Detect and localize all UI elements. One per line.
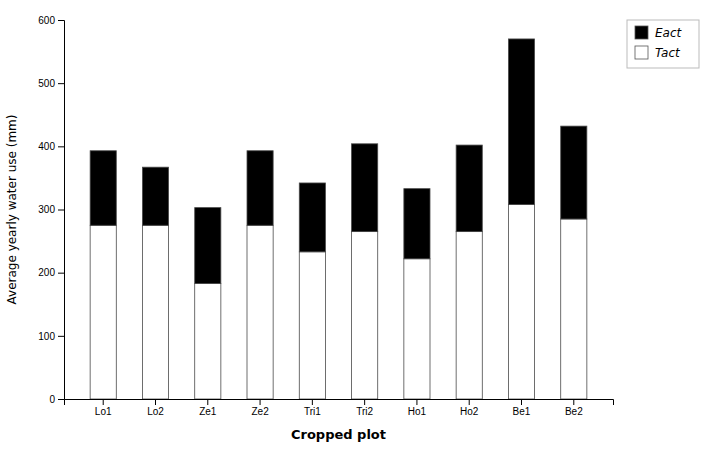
bar [404,259,430,399]
x-tick: Be1 [513,399,531,417]
bar [90,225,116,399]
y-tick-label: 200 [38,267,55,278]
y-tick-mark [58,20,64,21]
bars [90,39,587,399]
x-tick: Lo1 [95,399,112,417]
x-tick-label: Ho2 [460,406,479,417]
x-tick-label: Lo2 [147,406,164,417]
x-tick-label: Tri2 [356,406,373,417]
bar [247,225,273,399]
x-tick-label: Ze2 [251,406,269,417]
y-tick-mark [58,336,64,337]
chart: 0 100 200 300 400 500 600 Lo1 Lo2 Ze1 Ze2 Tri1 Tri2 H… [0,0,708,451]
x-tick-mark [103,399,104,405]
x-tick: Ho1 [408,399,427,417]
y-tick: 400 [38,141,64,152]
x-tick: Ze1 [199,399,217,417]
x-tick-label: Lo1 [95,406,112,417]
bar [299,252,325,399]
bar [299,183,325,252]
x-tick-mark [573,399,574,405]
x-tick-mark [155,399,156,405]
x-tick-label: Be2 [565,406,583,417]
bar [142,167,168,225]
bar [456,145,482,232]
y-tick-label: 500 [38,78,55,89]
bar-series [90,39,587,283]
x-tick: Ze2 [251,399,269,417]
bar [352,232,378,399]
x-tick: Tri1 [304,399,321,417]
y-tick: 300 [38,204,64,215]
bar-series [90,204,587,399]
y-tick-mark [58,146,64,147]
bar [142,225,168,399]
y-axis: 0 100 200 300 400 500 600 [38,15,64,405]
x-tick-label: Ze1 [199,406,217,417]
bar [90,151,116,226]
x-tick-mark [312,399,313,405]
legend-item: Eact [635,26,683,40]
x-tick-label: Tri1 [304,406,321,417]
bar [195,283,221,399]
legend-label: Eact [655,26,683,40]
x-tick: Ho2 [460,399,479,417]
bar [561,126,587,219]
x-tick-mark [416,399,417,405]
y-tick: 600 [38,15,64,26]
bar [247,151,273,226]
bar [508,39,534,204]
x-tick-mark [260,399,261,405]
x-axis-title: Cropped plot [291,427,386,442]
y-tick-mark [58,399,64,400]
x-tick-mark [469,399,470,405]
x-tick: Be2 [565,399,583,417]
bar [195,208,221,284]
bar [456,232,482,399]
legend-swatch [635,26,648,39]
x-tick-mark [207,399,208,405]
legend-swatch [635,46,648,59]
y-tick-label: 300 [38,204,55,215]
x-axis-line [65,400,614,406]
y-tick: 100 [38,331,64,342]
y-tick-mark [58,210,64,211]
plot: 0 100 200 300 400 500 600 Lo1 Lo2 Ze1 Ze2 Tri1 Tri2 H… [38,15,613,417]
y-tick: 0 [49,394,64,405]
legend: Eact Tact [627,20,699,68]
y-axis-line [58,21,65,400]
x-axis: Lo1 Lo2 Ze1 Ze2 Tri1 Tri2 Ho1 Ho2 Be1 Be2 [65,399,614,417]
x-tick-label: Be1 [513,406,531,417]
y-tick-label: 400 [38,141,55,152]
bar [508,204,534,399]
y-tick-mark [58,83,64,84]
bar [404,189,430,259]
y-tick: 500 [38,78,64,89]
legend-label: Tact [655,46,681,60]
bar [352,144,378,232]
y-tick: 200 [38,267,64,278]
y-axis-title: Average yearly water use (mm) [5,115,19,305]
x-tick-mark [521,399,522,405]
legend-frame [627,20,699,68]
x-tick-label: Ho1 [408,406,427,417]
bar [561,219,587,399]
y-tick-mark [58,273,64,274]
legend-item: Tact [635,46,681,60]
x-tick: Lo2 [147,399,164,417]
y-tick-label: 0 [49,394,55,405]
y-tick-label: 600 [38,15,55,26]
x-tick: Tri2 [356,399,373,417]
y-tick-label: 100 [38,331,55,342]
x-tick-mark [364,399,365,405]
